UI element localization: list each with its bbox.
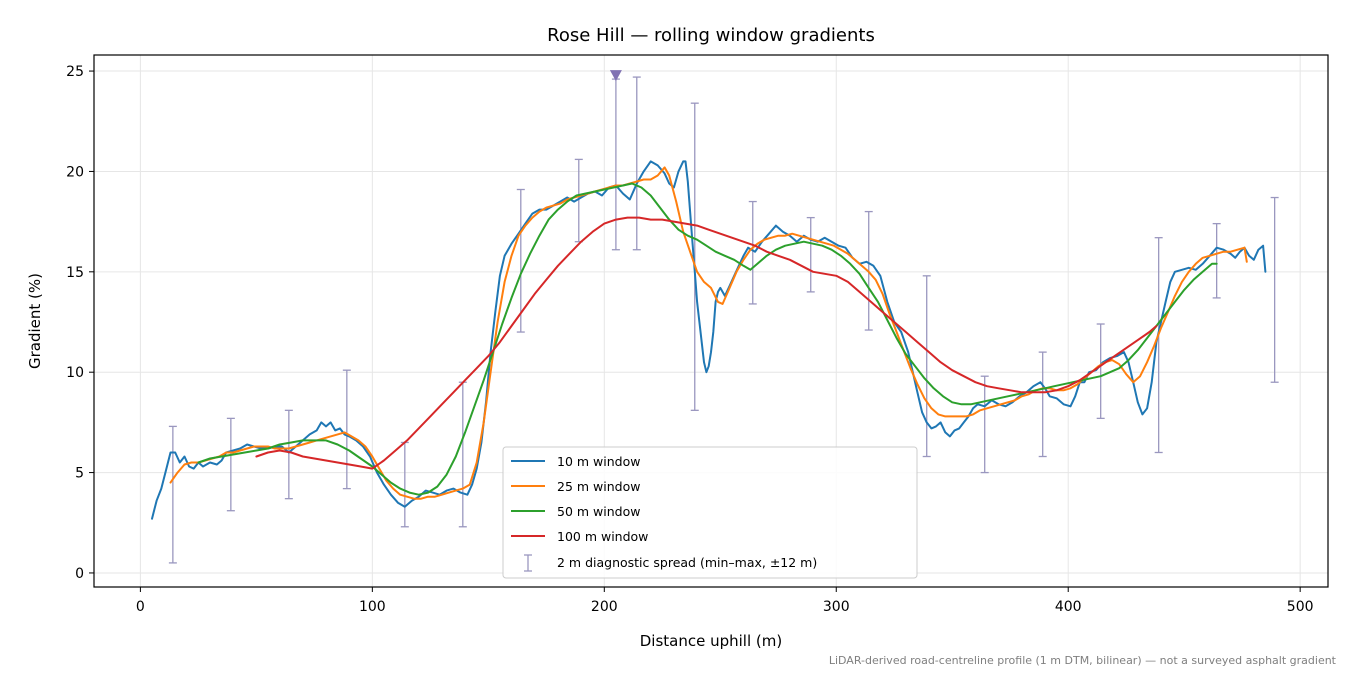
- error-bar: [284, 409, 293, 500]
- y-tick-label: 10: [66, 365, 84, 381]
- footnote: LiDAR-derived road-centreline profile (1…: [829, 654, 1337, 667]
- chart-title: Rose Hill — rolling window gradients: [547, 25, 875, 46]
- error-bar: [516, 188, 525, 333]
- error-bar: [980, 375, 989, 474]
- error-bar: [342, 369, 351, 490]
- error-bar: [226, 417, 235, 512]
- series-lines: [151, 160, 1267, 520]
- error-bar: [1096, 323, 1105, 420]
- error-bar: [690, 102, 699, 411]
- error-bar: [748, 200, 757, 305]
- peak-marker: [609, 70, 622, 82]
- legend-label-50m: 50 m window: [557, 504, 640, 519]
- error-bar: [1270, 196, 1279, 383]
- legend-label-100m: 100 m window: [557, 529, 648, 544]
- legend-label-25m: 25 m window: [557, 479, 640, 494]
- legend-label-spread: 2 m diagnostic spread (min–max, ±12 m): [557, 555, 817, 570]
- series-line-50-m-window: [197, 182, 1218, 496]
- y-tick-label: 15: [66, 265, 84, 281]
- x-tick-label: 500: [1287, 599, 1314, 615]
- y-axis-label: Gradient (%): [26, 273, 44, 369]
- error-bar: [1038, 351, 1047, 458]
- y-tick-label: 20: [66, 164, 84, 180]
- axis-ticks: 0 100 200 300 400 500 0 5 10 15 20 25: [66, 64, 1313, 615]
- series-line-25-m-window: [169, 166, 1248, 500]
- x-tick-label: 200: [591, 599, 618, 615]
- y-tick-label: 25: [66, 64, 84, 80]
- error-bar: [632, 76, 641, 251]
- error-bar: [168, 425, 177, 564]
- error-bar: [806, 216, 815, 293]
- legend-swatch-spread: [524, 554, 532, 572]
- error-bar: [1212, 222, 1221, 299]
- x-axis-label: Distance uphill (m): [640, 632, 782, 650]
- x-tick-label: 0: [136, 599, 145, 615]
- y-tick-label: 5: [75, 466, 84, 482]
- y-tick-label: 0: [75, 566, 84, 582]
- legend-label-10m: 10 m window: [557, 454, 640, 469]
- series-line-100-m-window: [255, 216, 1158, 470]
- gridlines: [94, 55, 1328, 587]
- legend: 10 m window 25 m window 50 m window 100 …: [502, 446, 918, 579]
- error-bar: [922, 275, 931, 458]
- peak-marker-layer: [609, 70, 622, 82]
- x-tick-label: 400: [1055, 599, 1082, 615]
- x-tick-label: 100: [359, 599, 386, 615]
- legend-box: [502, 446, 918, 579]
- error-bars: [168, 76, 1279, 564]
- error-bar: [1154, 237, 1163, 454]
- x-tick-label: 300: [823, 599, 850, 615]
- plot-frame: [93, 54, 1329, 588]
